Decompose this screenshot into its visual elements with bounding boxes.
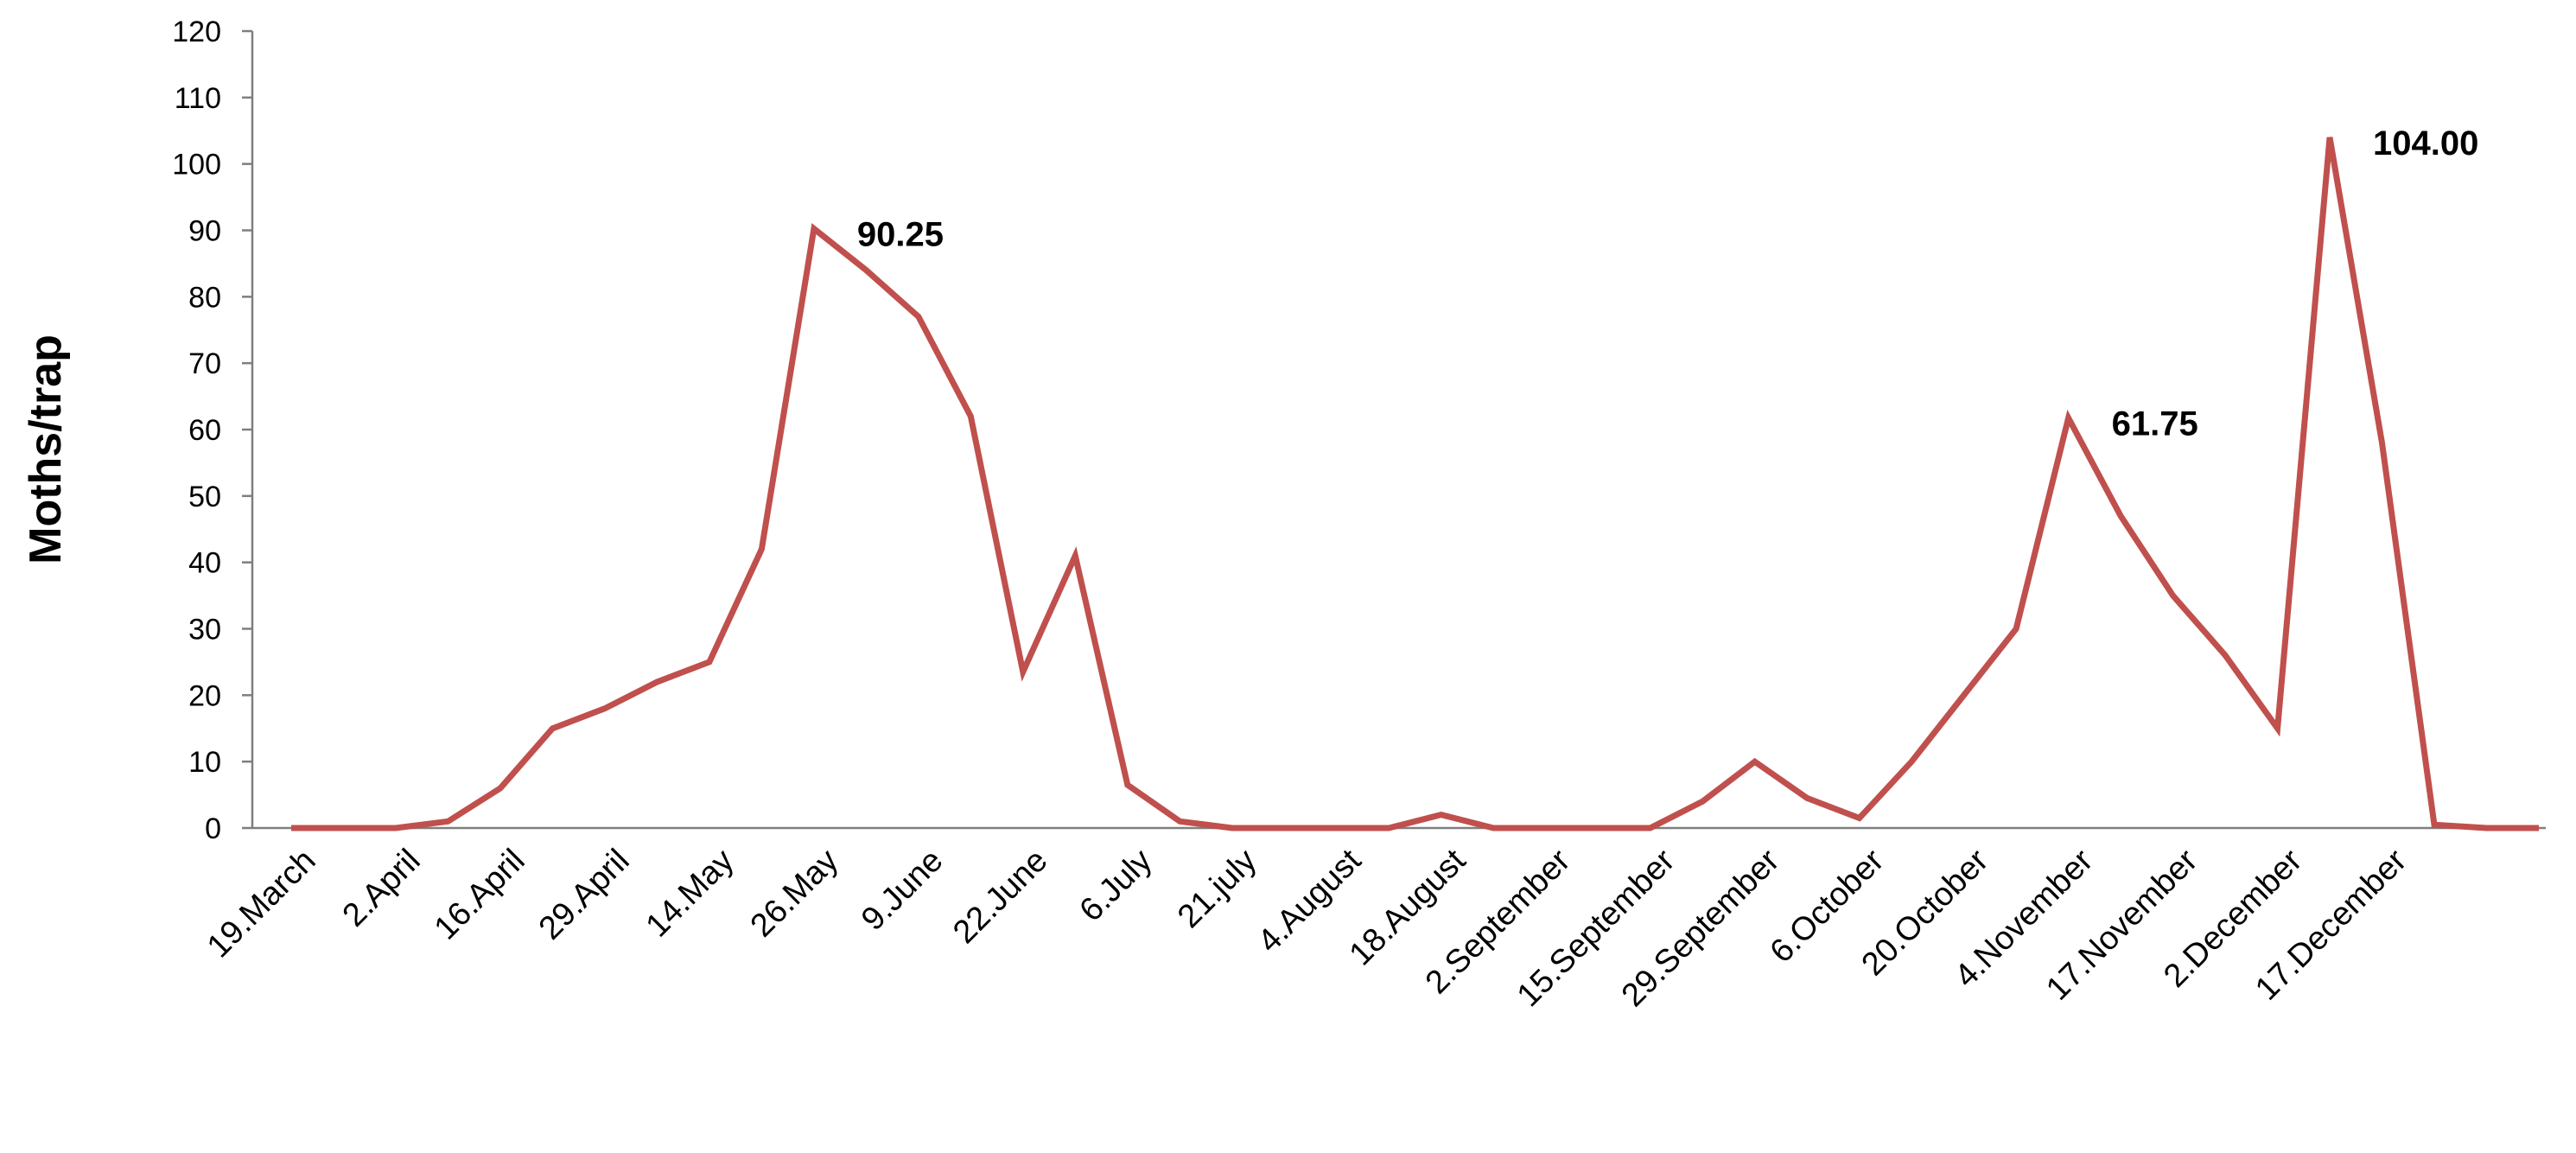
y-tick-label: 90 <box>188 215 221 248</box>
y-tick-label: 70 <box>188 347 221 380</box>
y-tick-label: 100 <box>172 149 221 182</box>
y-tick-label: 60 <box>188 414 221 447</box>
x-tick-label: 9.June <box>855 843 950 938</box>
y-tick-label: 10 <box>188 746 221 779</box>
y-tick-label: 30 <box>188 614 221 647</box>
x-tick-label: 21.july <box>1171 843 1263 935</box>
x-tick-label: 29.April <box>532 843 637 947</box>
x-tick-label: 22.June <box>946 843 1054 951</box>
y-tick-label: 80 <box>188 281 221 314</box>
series-line <box>291 137 2539 831</box>
y-axis: 0 10 20 30 40 50 60 70 80 90 100 110 120 <box>172 16 254 845</box>
data-label: 90.25 <box>857 216 944 254</box>
y-tick-label: 0 <box>205 812 221 845</box>
x-tick-label: 6.July <box>1073 843 1160 929</box>
series-layer <box>291 137 2539 831</box>
y-tick-label: 110 <box>175 82 221 115</box>
x-axis: 19.March 2.April 16.April 29.April 14.May 26.… <box>200 826 2546 1014</box>
y-axis-title: Moths/trap <box>21 334 71 564</box>
y-tick-label: 120 <box>172 16 221 48</box>
x-tick-label: 14.May <box>639 843 741 945</box>
y-tick-label: 50 <box>188 481 221 513</box>
y-tick-label: 20 <box>188 679 221 712</box>
x-tick-label: 16.April <box>428 843 532 947</box>
data-label: 61.75 <box>2112 405 2198 443</box>
data-labels: 90.25 61.75 104.00 <box>857 124 2479 443</box>
data-label: 104.00 <box>2373 124 2478 162</box>
x-tick-label: 26.May <box>744 843 846 945</box>
x-tick-label: 2.April <box>336 843 428 934</box>
x-tick-label: 19.March <box>200 843 323 965</box>
y-tick-label: 40 <box>188 547 221 580</box>
